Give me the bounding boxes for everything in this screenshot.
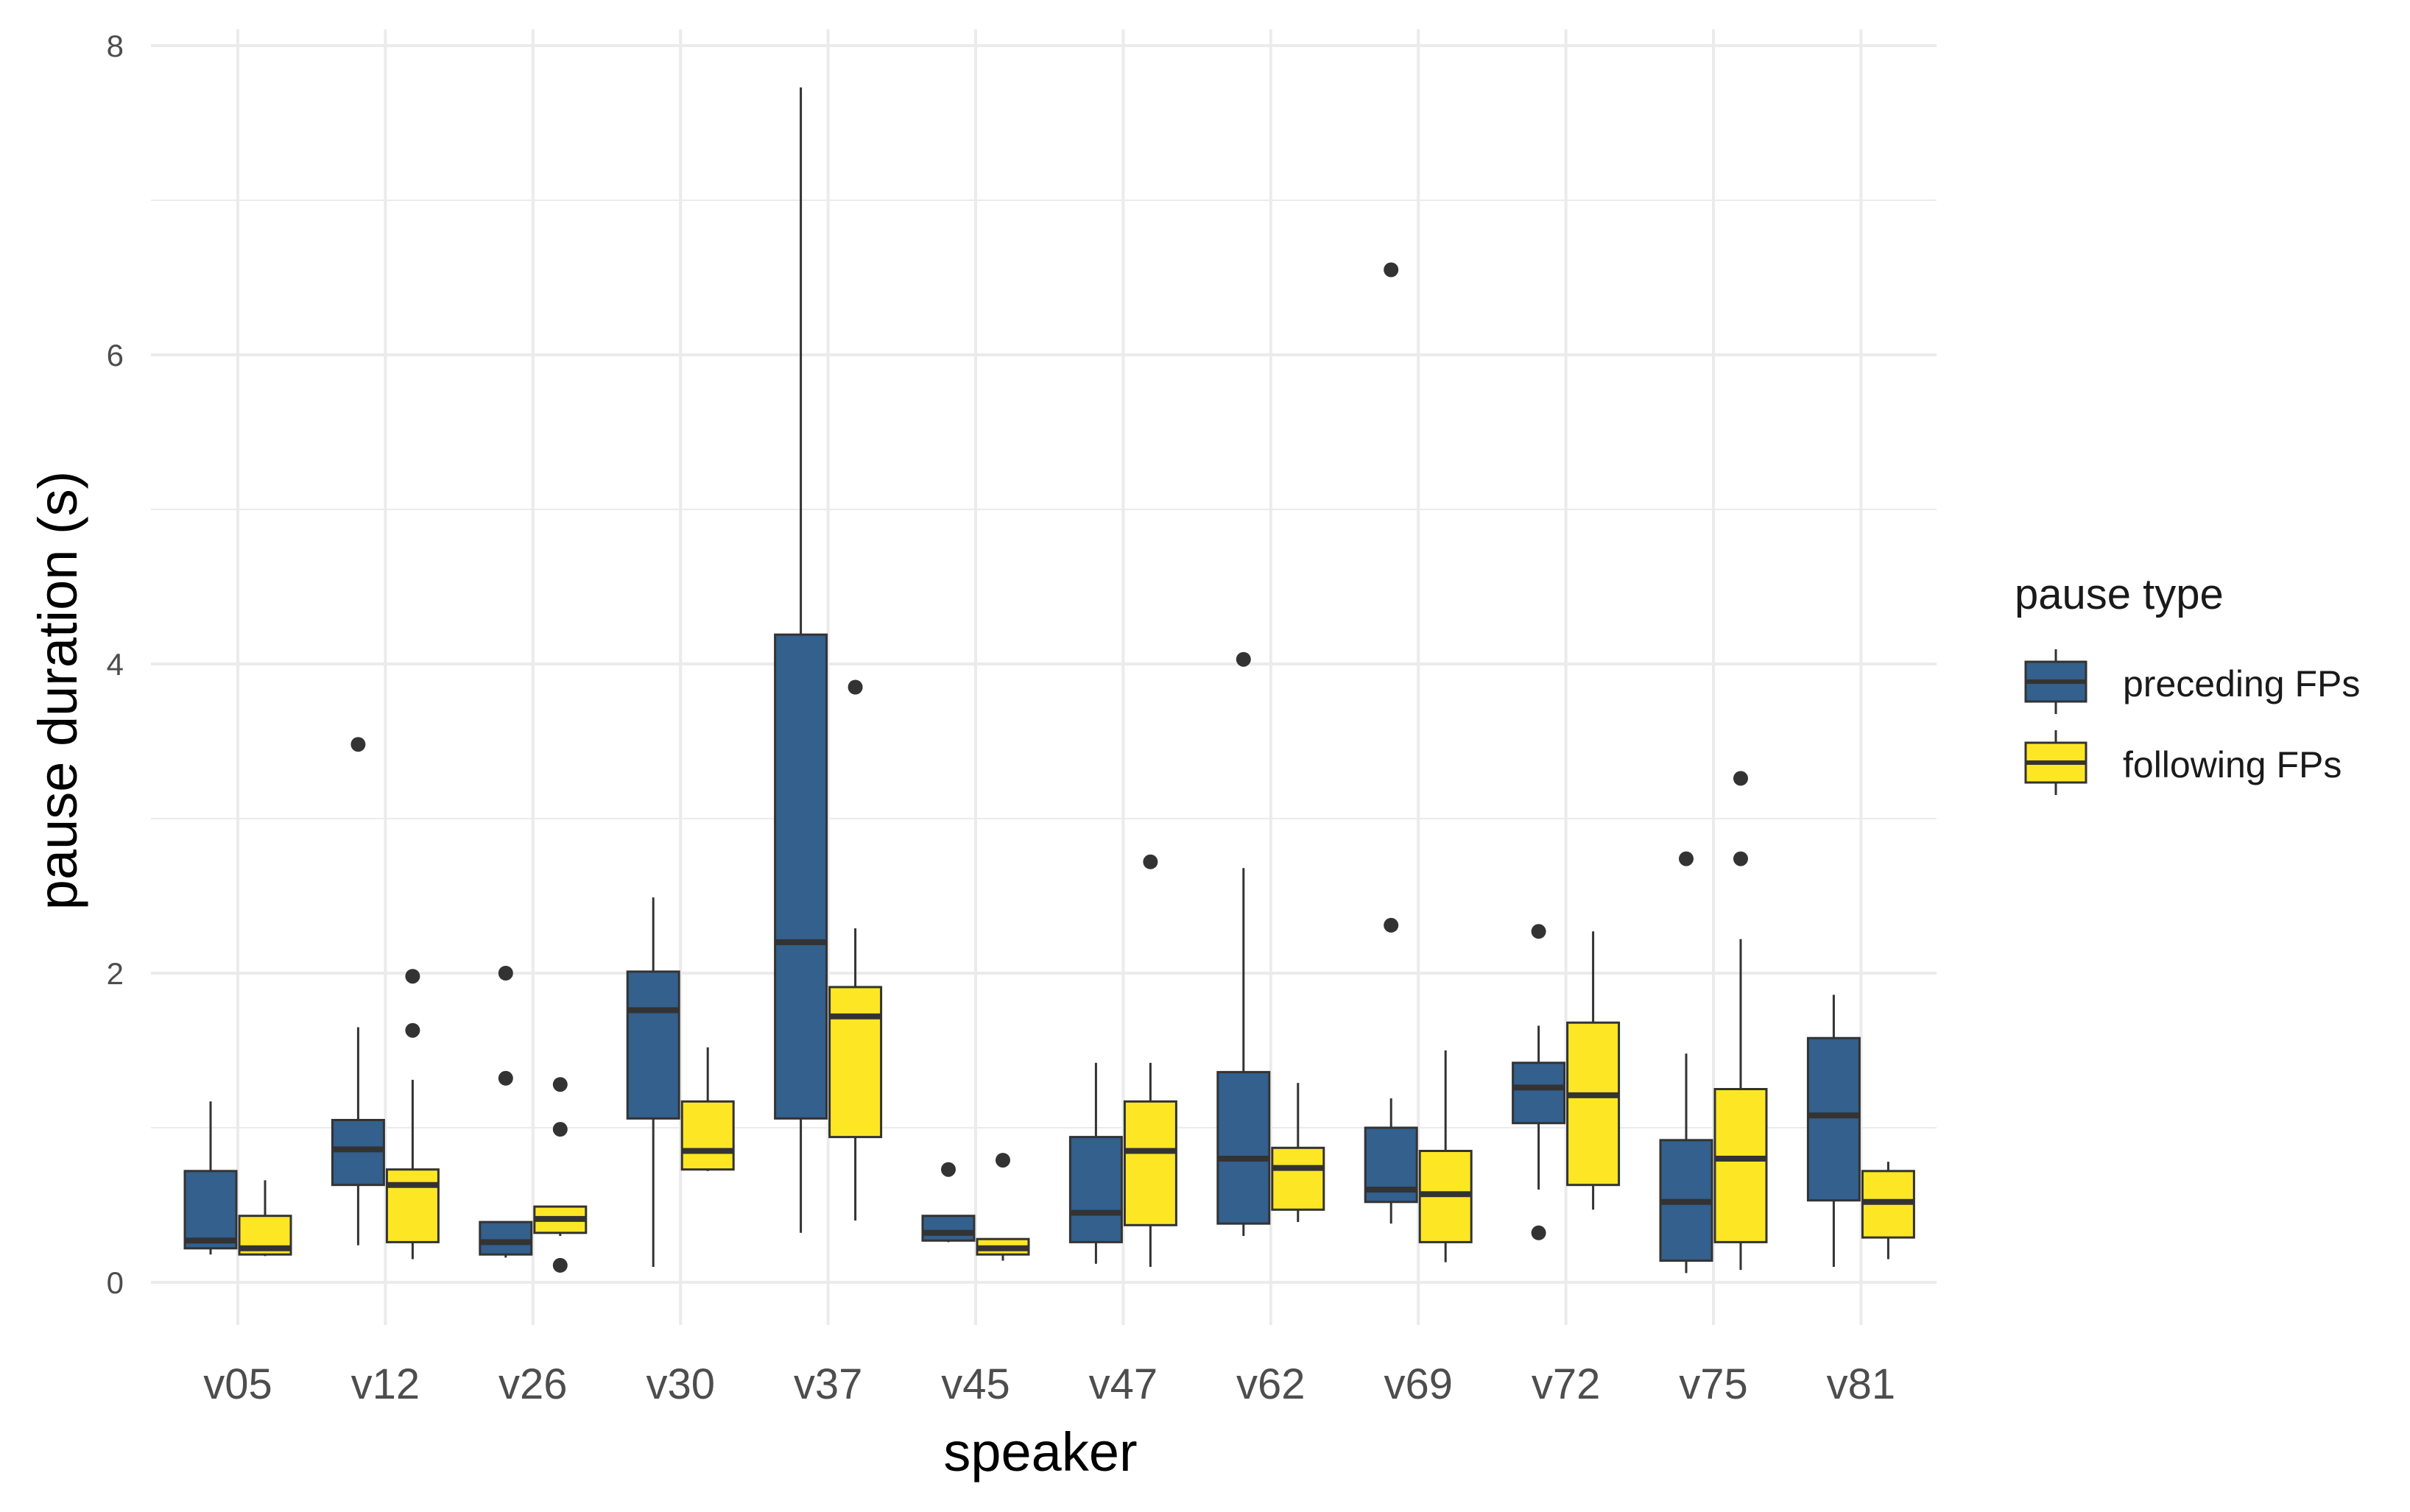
outlier-point <box>552 1122 568 1137</box>
outlier-point <box>1679 851 1694 866</box>
legend-title: pause type <box>2015 570 2224 618</box>
grid-lines <box>151 29 1937 1325</box>
x-tick-label: v47 <box>1089 1360 1158 1408</box>
legend: pause type preceding FPs following FPs <box>2015 570 2360 795</box>
box-v62 <box>1271 1083 1325 1223</box>
outlier-point <box>405 969 420 984</box>
x-tick-label: v45 <box>941 1360 1010 1408</box>
box-iqr <box>774 633 828 1120</box>
box-v47 <box>1123 854 1177 1267</box>
x-tick-label: v26 <box>498 1360 568 1408</box>
outlier-point <box>498 1070 513 1086</box>
outlier-point <box>1143 854 1158 869</box>
box-iqr <box>626 970 680 1120</box>
box-v30 <box>626 897 680 1267</box>
x-tick-label: v69 <box>1384 1360 1453 1408</box>
outlier-point <box>848 679 863 695</box>
x-tick-label: v75 <box>1679 1360 1748 1408</box>
series-preceding <box>183 87 1861 1273</box>
outlier-point <box>1384 917 1399 933</box>
x-tick-label: v05 <box>203 1360 272 1408</box>
box-v45 <box>921 1162 976 1243</box>
box-iqr <box>921 1215 976 1242</box>
outlier-point <box>350 737 366 752</box>
box-v12 <box>331 737 385 1246</box>
y-tick-label: 6 <box>107 338 124 372</box>
box-iqr <box>331 1119 385 1187</box>
outlier-point <box>405 1022 420 1038</box>
box-v37 <box>828 679 883 1220</box>
y-axis-title: pause duration (s) <box>27 471 88 910</box>
box-v81 <box>1861 1162 1915 1260</box>
box-v12 <box>385 969 440 1260</box>
outlier-point <box>1384 262 1399 278</box>
box-iqr <box>1271 1146 1325 1211</box>
box-iqr <box>479 1220 533 1256</box>
outlier-point <box>552 1077 568 1092</box>
y-tick-label: 2 <box>107 956 124 991</box>
x-tick-label: v12 <box>351 1360 420 1408</box>
box-v81 <box>1806 995 1861 1267</box>
box-v26 <box>533 1077 588 1273</box>
box-v69 <box>1418 1050 1473 1262</box>
box-v05 <box>238 1180 292 1257</box>
box-v47 <box>1068 1062 1123 1264</box>
box-iqr <box>1566 1021 1621 1187</box>
box-v69 <box>1364 262 1418 1224</box>
box-iqr <box>1068 1136 1123 1243</box>
box-v37 <box>774 87 828 1233</box>
box-iqr <box>1512 1061 1566 1125</box>
box-v72 <box>1512 924 1566 1240</box>
box-iqr <box>1713 1088 1768 1243</box>
series-following <box>238 679 1915 1273</box>
box-v45 <box>976 1153 1030 1261</box>
box-iqr <box>680 1100 735 1171</box>
y-tick-label: 0 <box>107 1265 124 1300</box>
legend-label-following: following FPs <box>2123 744 2342 785</box>
outlier-point <box>941 1162 956 1177</box>
x-tick-label: v72 <box>1532 1360 1601 1408</box>
box-v75 <box>1659 851 1713 1273</box>
outlier-point <box>1733 771 1748 786</box>
x-tick-labels: v05 v12 v26 v30 v37 v45 v47 v62 v69 v72 v75 v81 <box>203 1360 1895 1408</box>
x-tick-label: v30 <box>646 1360 715 1408</box>
x-tick-label: v81 <box>1827 1360 1896 1408</box>
outlier-point <box>996 1153 1010 1168</box>
box-iqr <box>1216 1070 1271 1225</box>
box-series <box>183 87 1915 1273</box>
box-iqr <box>1123 1100 1177 1226</box>
box-iqr <box>1806 1036 1861 1202</box>
x-axis-title: speaker <box>943 1421 1137 1483</box>
y-tick-labels: 0 2 4 6 8 <box>107 29 124 1300</box>
outlier-point <box>1531 924 1546 939</box>
box-v75 <box>1713 771 1768 1271</box>
box-v62 <box>1216 651 1271 1236</box>
outlier-point <box>552 1257 568 1273</box>
outlier-point <box>1531 1225 1546 1240</box>
y-tick-label: 8 <box>107 29 124 63</box>
outlier-point <box>1733 851 1748 866</box>
outlier-point <box>1236 651 1251 667</box>
box-iqr <box>183 1170 238 1250</box>
x-tick-label: v62 <box>1236 1360 1306 1408</box>
legend-label-preceding: preceding FPs <box>2123 663 2360 704</box>
box-v72 <box>1566 931 1621 1210</box>
box-iqr <box>385 1168 440 1243</box>
box-v26 <box>479 966 533 1258</box>
box-v05 <box>183 1101 238 1255</box>
x-tick-label: v37 <box>794 1360 863 1408</box>
y-tick-label: 4 <box>107 647 124 682</box>
box-v30 <box>680 1047 735 1171</box>
box-iqr <box>828 986 883 1139</box>
outlier-point <box>498 966 513 981</box>
